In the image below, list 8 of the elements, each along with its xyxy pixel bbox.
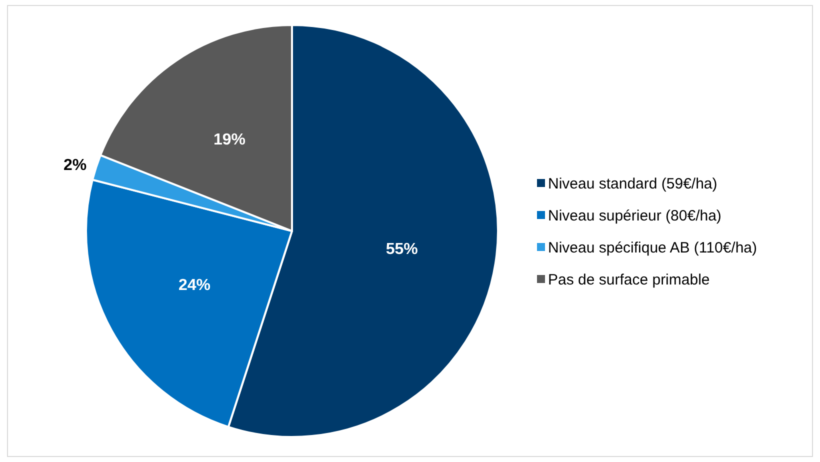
legend-label: Pas de surface primable	[548, 271, 710, 288]
legend-label: Niveau supérieur (80€/ha)	[548, 207, 722, 224]
data-label: 55%	[386, 241, 418, 258]
legend-label: Niveau spécifique AB (110€/ha)	[548, 239, 758, 256]
data-label: 2%	[63, 156, 87, 174]
legend-label: Niveau standard (59€/ha)	[548, 175, 718, 192]
data-label: 24%	[178, 277, 211, 294]
data-label: 19%	[213, 132, 246, 149]
